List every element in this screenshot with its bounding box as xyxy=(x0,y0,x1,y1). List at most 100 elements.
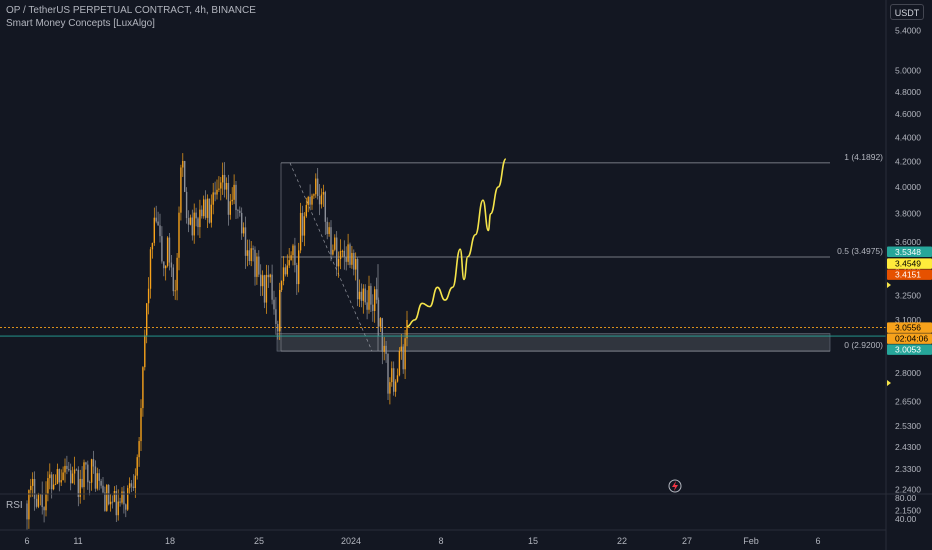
y-tick-label: 5.0000 xyxy=(895,66,921,76)
candle-body xyxy=(92,459,95,467)
candle-body xyxy=(28,490,30,520)
projection-layer xyxy=(406,158,507,328)
candle-body xyxy=(206,198,209,218)
candle-body xyxy=(182,160,184,168)
x-tick-label: 15 xyxy=(528,536,538,546)
candle-body xyxy=(208,198,211,223)
candle-body xyxy=(360,291,363,301)
candle-body xyxy=(241,212,243,234)
candle-body xyxy=(233,184,235,200)
candle-body xyxy=(180,167,182,213)
candle-body xyxy=(290,255,292,261)
price-badge-label: 3.0053 xyxy=(895,345,921,355)
candle-body xyxy=(104,492,106,511)
candle-body xyxy=(75,469,78,471)
candle-body xyxy=(303,216,306,236)
price-badge xyxy=(887,246,932,257)
y-tick-label: 4.0000 xyxy=(895,182,921,192)
rsi-tick-label: 40.00 xyxy=(895,514,917,524)
candle-body xyxy=(144,335,146,368)
candle-body xyxy=(153,217,155,243)
candle-body xyxy=(332,249,334,255)
candle-body xyxy=(406,319,408,339)
candle-body xyxy=(77,469,79,497)
candle-body xyxy=(170,262,173,268)
candle-body xyxy=(108,485,110,505)
candle-body xyxy=(235,184,237,211)
price-badge-label: 3.4549 xyxy=(895,259,921,269)
candle-body xyxy=(260,274,262,287)
x-tick-label: 18 xyxy=(165,536,175,546)
indicator-label[interactable]: Smart Money Concepts [LuxAlgo] xyxy=(6,18,155,29)
candle-body xyxy=(49,474,51,479)
candle-body xyxy=(258,256,260,275)
candle-body xyxy=(41,493,43,508)
price-badge-label: 02:04:06 xyxy=(895,334,928,344)
candle-body xyxy=(246,250,249,256)
candle-body xyxy=(322,192,325,195)
candle-body xyxy=(62,472,64,481)
candle-body xyxy=(26,503,28,520)
candle-body xyxy=(199,209,201,228)
candle-body xyxy=(138,441,140,458)
right-arrow-marker xyxy=(887,380,891,386)
x-axis-ticks: 6 11 18 25 2024 8 15 22 27 Feb 6 xyxy=(24,536,820,546)
projection-path xyxy=(406,158,507,328)
candle-body xyxy=(256,256,258,277)
candle-body xyxy=(398,351,401,376)
y-tick-label: 4.6000 xyxy=(895,109,921,119)
candle-body xyxy=(375,289,378,300)
lightning-icon[interactable] xyxy=(668,479,682,493)
y-tick-label: 4.2000 xyxy=(895,157,921,167)
candle-body xyxy=(193,212,195,236)
candle-body xyxy=(286,265,288,275)
candle-body xyxy=(79,478,81,497)
price-badge-label: 3.5348 xyxy=(895,247,921,257)
candle-body xyxy=(89,482,91,484)
candle-body xyxy=(130,483,133,487)
price-badge-label: 3.0556 xyxy=(895,323,921,333)
candle-body xyxy=(66,465,68,469)
candle-body xyxy=(90,459,93,483)
candle-body xyxy=(225,182,228,190)
candle-body xyxy=(184,160,186,192)
candle-body xyxy=(218,188,220,190)
candle-body xyxy=(263,275,266,303)
candle-body xyxy=(301,212,304,236)
candle-body xyxy=(51,474,53,490)
candle-body xyxy=(33,479,36,499)
candle-body xyxy=(396,375,399,382)
candle-body xyxy=(237,210,239,211)
candle-body xyxy=(394,381,397,392)
candle-body xyxy=(298,250,300,285)
candle-body xyxy=(334,237,336,250)
candle-body xyxy=(267,274,269,278)
candle-body xyxy=(165,265,167,269)
candle-body xyxy=(60,480,62,483)
candle-body xyxy=(102,485,104,493)
fib-level-label: 1 (4.1892) xyxy=(844,152,883,162)
x-tick-label: 27 xyxy=(682,536,692,546)
candle-body xyxy=(366,302,368,310)
candle-body xyxy=(106,485,108,511)
candles-layer xyxy=(26,153,408,531)
candle-body xyxy=(292,245,294,256)
rsi-tick-label: 80.00 xyxy=(895,493,917,503)
candle-body xyxy=(275,309,277,324)
candle-body xyxy=(214,192,216,195)
y-tick-label: 2.8000 xyxy=(895,368,921,378)
candle-body xyxy=(174,290,176,292)
candle-body xyxy=(330,227,332,255)
candle-body xyxy=(223,174,226,190)
currency-button[interactable]: USDT xyxy=(890,4,924,20)
candle-body xyxy=(294,245,296,266)
candle-body xyxy=(136,457,138,476)
candle-body xyxy=(212,192,214,205)
price-badge-label: 3.4151 xyxy=(895,270,921,280)
rsi-label: RSI xyxy=(6,500,23,511)
candle-body xyxy=(391,368,393,383)
candle-body xyxy=(400,346,402,352)
candle-body xyxy=(349,244,351,265)
